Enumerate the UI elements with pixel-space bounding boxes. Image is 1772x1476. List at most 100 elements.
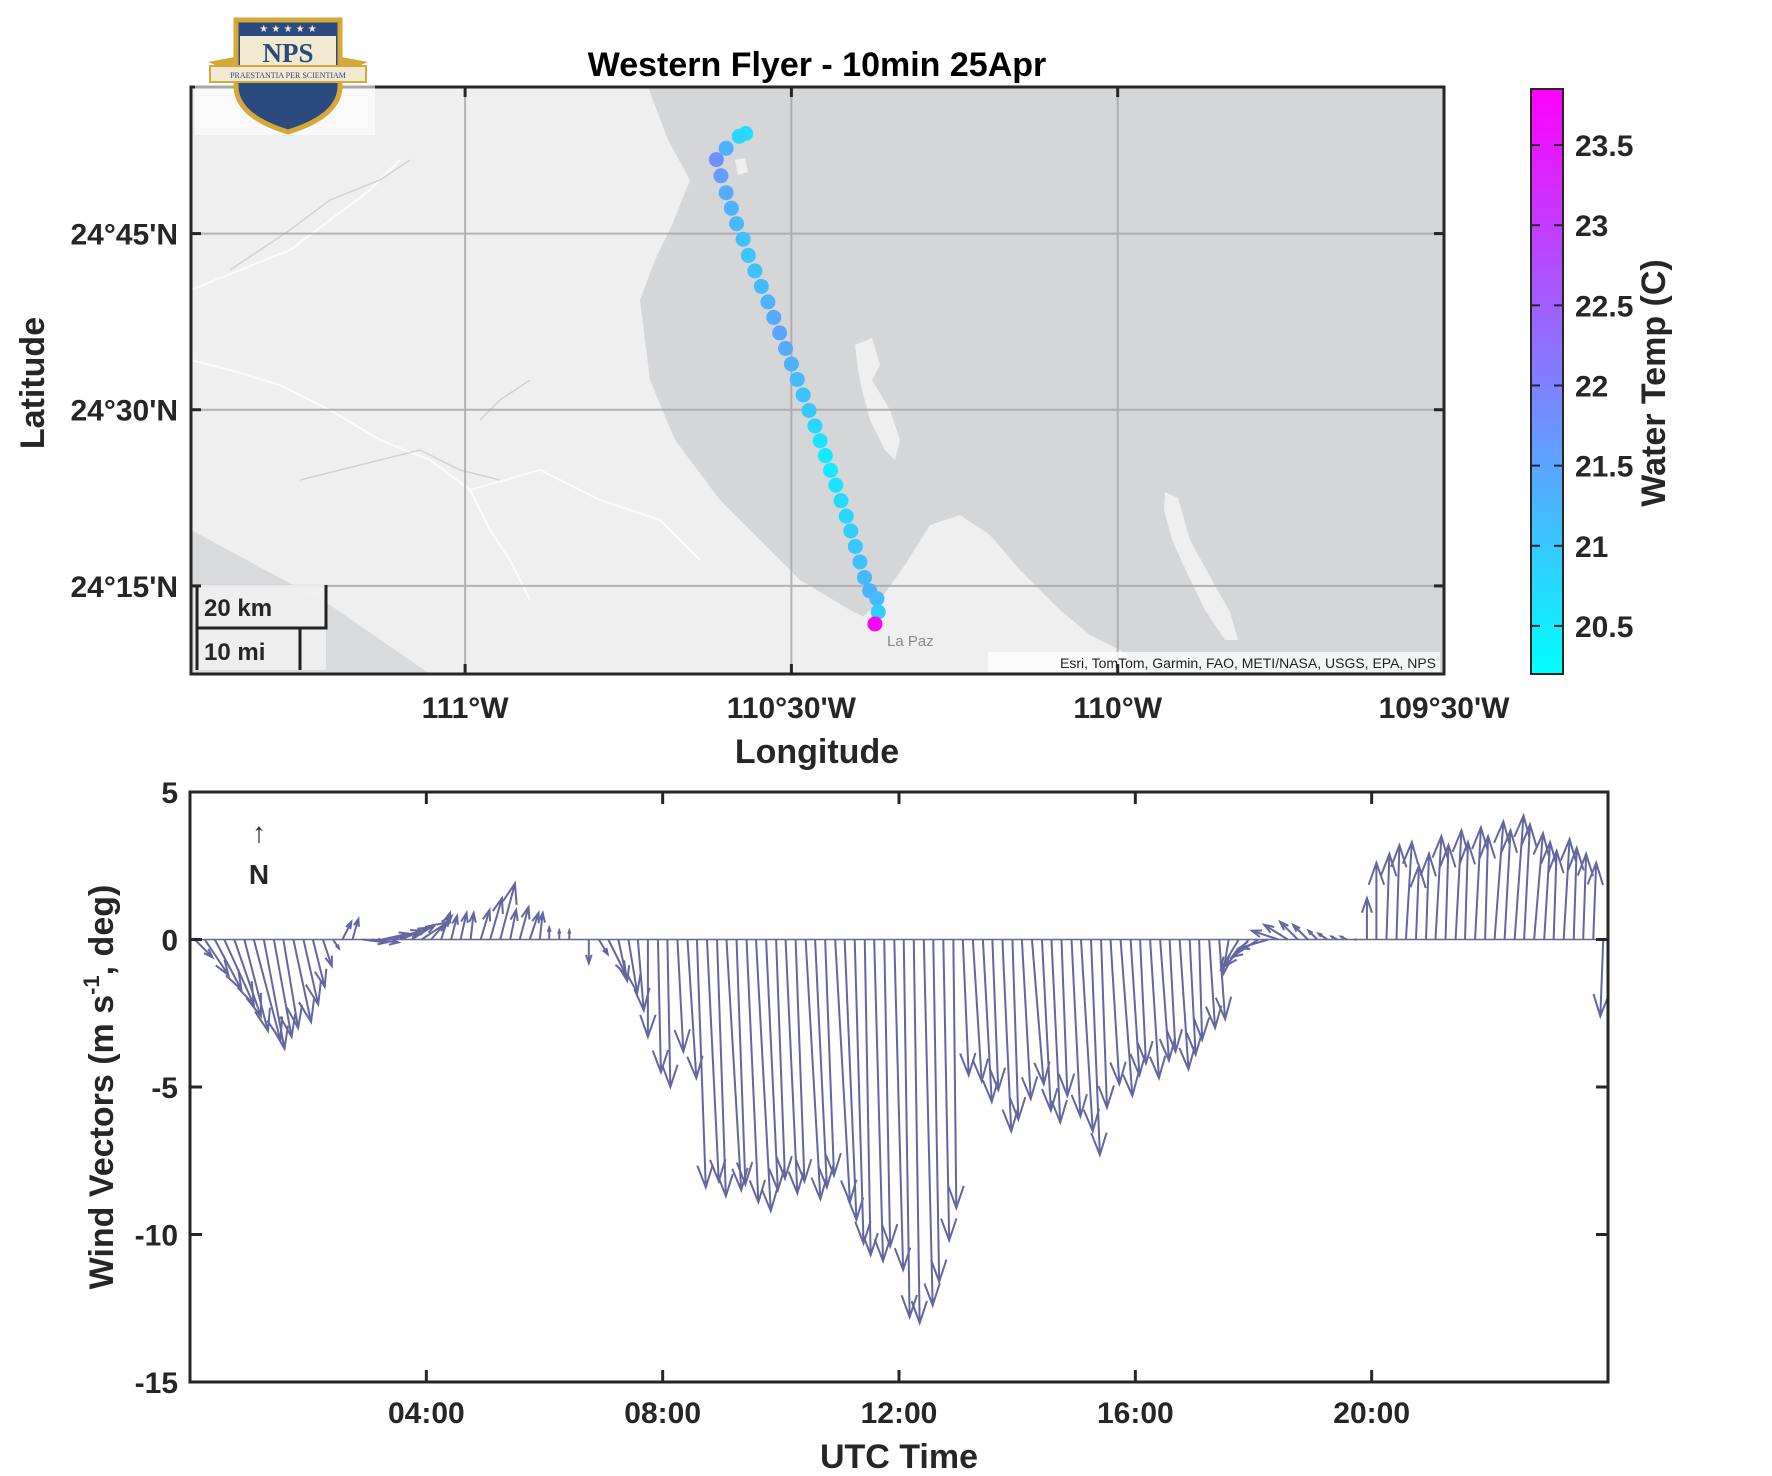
wind-vector [1419,850,1437,940]
wind-vector [1458,839,1476,940]
wind-vector [440,910,452,940]
wind-vector [971,939,989,1085]
wind-vector [567,927,572,940]
wind-vector [1097,939,1115,1111]
track-point [852,554,868,570]
wind-xtick-label: 04:00 [388,1397,465,1430]
wind-vector [755,939,779,1214]
colorbar-tick-label: 21 [1575,531,1608,564]
track-point [812,433,828,449]
wind-vector [1148,939,1167,1082]
wind-vector [1109,939,1127,1088]
wind-vector [1008,939,1027,1123]
wind-vector [784,939,805,1197]
colorbar-tick-label: 21.5 [1575,451,1633,484]
wind-vector [1478,833,1497,940]
wind-vector [321,939,333,969]
wind-vector [794,939,813,1185]
track-point [783,356,799,372]
wind-vector [302,939,322,1008]
wind-vector [1547,847,1565,940]
wind-vector [853,939,872,1247]
map-panel: 20 km 10 mi La Paz Esri, TomTom, Garmin,… [14,46,1510,771]
track-point [828,477,844,493]
wind-vector [673,939,691,1055]
track-point [778,340,794,356]
map-ytick-label: 24°30'N [70,395,178,428]
wind-vector [1090,939,1108,1158]
wind-vector [1040,939,1059,1114]
wind-vector [910,939,928,1327]
scalebar: 20 km 10 mi [194,585,328,670]
wind-vector [351,915,360,940]
wind-vector [537,909,546,940]
map-island-cerralvo [1164,492,1238,640]
wind-vector [626,939,642,996]
track-point [760,294,776,310]
wind-vector [1306,928,1319,941]
track-point [731,128,747,144]
track-point [856,569,872,585]
wind-vector [1235,938,1269,950]
wind-vector [584,939,593,967]
wind-xlabel: UTC Time [820,1438,978,1476]
track-point [817,448,833,464]
wind-xtick-label: 20:00 [1333,1397,1410,1430]
wind-vector [341,919,353,940]
wind-vector [1277,919,1299,941]
ship-track [708,126,886,632]
track-point [766,309,782,325]
wind-ylabel: Wind Vectors (m s-1, deg) [79,885,121,1290]
map-xlabel: Longitude [735,733,899,771]
north-arrow-glyph: ↑ [252,817,266,848]
track-point [740,247,756,263]
wind-vector [489,895,504,940]
track-point [735,231,751,247]
wind-vector [1057,939,1076,1099]
wind-vector [1079,939,1101,1135]
wind-vector [499,880,518,940]
wind-vector [940,939,958,1244]
wind-ytick-label: 0 [161,925,178,958]
wind-vector [1367,859,1386,940]
wind-vector [411,923,438,941]
wind-vector [1030,939,1051,1088]
map-land-laPaz [840,515,1150,674]
wind-vector [873,939,892,1265]
map-frame [189,85,1446,676]
map-island-espiritu-santo [855,338,900,460]
wind-ticks: 04:00 08:00 12:00 16:00 20:00 5 0 -5 -10 -15 [135,777,1608,1430]
track-point [795,387,811,403]
wind-vector [459,909,469,940]
wind-vector [765,939,786,1194]
wind-vector [332,938,341,951]
wind-vector [1315,931,1328,941]
colorbar-tick-label: 23 [1575,210,1608,243]
map-xtick-label: 110°30'W [727,692,857,725]
colorbar-label: Water Temp (C) [1635,259,1673,506]
wind-vector [1328,935,1338,941]
wind-vector [745,939,767,1206]
wind-vector [509,907,519,940]
wind-vector [1070,939,1088,1120]
wind-ytick-label: 5 [161,777,178,810]
wind-vector [947,939,965,1211]
wind-vector [479,907,492,940]
wind-vector [1119,939,1140,1099]
track-point [713,168,729,184]
wind-vector [1205,939,1223,1032]
wind-vector [1214,939,1233,1023]
wind-vector [1050,939,1068,1126]
track-point [772,325,788,341]
track-point [833,493,849,509]
wind-vector [243,939,271,1034]
wind-vector [775,939,793,1182]
wind-vector [1520,821,1538,940]
wind-vector [695,939,714,1191]
wind-vector [1592,939,1608,1020]
track-point [838,508,854,524]
map-ticks: 111°W 110°30'W 110°W 109°30'W 24°15'N 24°30'N… [70,87,1510,725]
wind-vector [1185,939,1204,1058]
